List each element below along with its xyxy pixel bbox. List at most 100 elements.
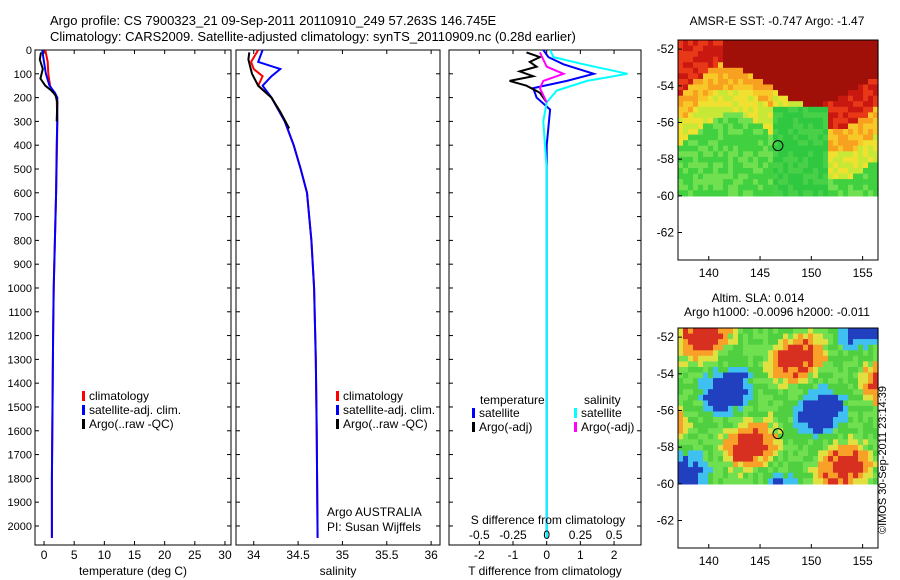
- map-cell: [778, 179, 784, 186]
- y-tick-label: 1300: [8, 354, 32, 366]
- map-cell: [773, 394, 779, 401]
- map-cell: [683, 145, 689, 152]
- map-cell: [823, 184, 829, 191]
- legend-swatch: [336, 391, 339, 401]
- map-cell: [838, 168, 844, 175]
- map-cell: [788, 378, 794, 385]
- map-cell: [693, 339, 699, 346]
- map-cell: [828, 106, 834, 113]
- map-cell: [763, 67, 769, 74]
- map-cell: [698, 328, 704, 335]
- map-cell: [873, 478, 879, 485]
- map-cell: [788, 383, 794, 390]
- map-cell: [723, 361, 729, 368]
- map-cell: [678, 162, 684, 169]
- map-cell: [833, 84, 839, 91]
- map-cell: [723, 45, 729, 52]
- map-cell: [828, 79, 834, 86]
- map-cell: [703, 190, 709, 197]
- map-cell: [723, 156, 729, 164]
- map-cell: [738, 400, 744, 407]
- map-cell: [853, 444, 859, 452]
- map-cell: [803, 179, 809, 186]
- map-cell: [718, 433, 724, 440]
- map-cell: [738, 405, 744, 413]
- map-cell: [818, 51, 824, 58]
- map-cell: [808, 389, 814, 396]
- map-cell: [873, 456, 879, 463]
- map-cell: [753, 95, 759, 102]
- map-cell: [678, 372, 684, 379]
- map-cell: [813, 417, 819, 424]
- map-cell: [718, 461, 724, 468]
- map-cell: [818, 162, 824, 169]
- map-cell: [818, 389, 824, 396]
- map-cell: [758, 179, 764, 186]
- map-cell: [678, 156, 684, 164]
- map-cell: [693, 145, 699, 152]
- map-cell: [768, 450, 774, 457]
- map-cell: [798, 456, 804, 463]
- map-cell: [778, 45, 784, 52]
- y-tick-label: 500: [14, 164, 32, 176]
- map-cell: [758, 129, 764, 136]
- map-cell: [858, 339, 864, 346]
- map-cell: [703, 389, 709, 396]
- map-cell: [823, 40, 829, 47]
- map-cell: [773, 439, 779, 446]
- map-cell: [838, 40, 844, 47]
- map-cell: [773, 62, 779, 69]
- map-cell: [773, 179, 779, 186]
- map-cell: [723, 394, 729, 401]
- map-cell: [743, 151, 749, 158]
- map-cell: [818, 422, 824, 429]
- map-cell: [683, 433, 689, 440]
- map-cell: [803, 123, 809, 130]
- map-cell: [848, 428, 854, 435]
- map-cell: [853, 350, 859, 357]
- map-cell: [723, 145, 729, 152]
- map-cell: [858, 117, 864, 125]
- map-cell: [793, 112, 799, 119]
- map-cell: [728, 461, 734, 468]
- map-cell: [703, 383, 709, 390]
- temperature-panel: 0100200300400500600700800900100011001200…: [8, 45, 232, 578]
- map-cell: [823, 95, 829, 102]
- map-cell: [823, 394, 829, 401]
- map-cell: [723, 179, 729, 186]
- map-cell: [793, 405, 799, 413]
- x-tick-label: 5: [71, 548, 78, 562]
- map-cell: [778, 79, 784, 86]
- map-cell: [728, 444, 734, 452]
- map-cell: [723, 389, 729, 396]
- map-cell: [688, 106, 694, 113]
- map-cell: [778, 450, 784, 457]
- map-cell: [743, 328, 749, 335]
- map-cell: [778, 140, 784, 147]
- map-cell: [678, 67, 684, 74]
- map-cell: [753, 405, 759, 413]
- map-cell: [853, 106, 859, 113]
- map-cell: [728, 179, 734, 186]
- map-cell: [738, 162, 744, 169]
- legend-label: Argo(..raw -QC): [343, 417, 428, 431]
- map-cell: [788, 428, 794, 435]
- map-cell: [828, 472, 834, 479]
- map-cell: [798, 372, 804, 379]
- map-cell: [798, 433, 804, 440]
- map-cell: [813, 461, 819, 468]
- map-cell: [743, 383, 749, 390]
- map-cell: [743, 179, 749, 186]
- map-cell: [873, 134, 879, 141]
- map-cell: [818, 73, 824, 80]
- map-cell: [848, 140, 854, 147]
- map-cell: [853, 190, 859, 197]
- map-cell: [703, 467, 709, 474]
- map-cell: [743, 79, 749, 86]
- map-cell: [773, 51, 779, 58]
- map-cell: [758, 145, 764, 152]
- map-cell: [768, 367, 774, 374]
- map-cell: [708, 361, 714, 368]
- map-cell: [713, 361, 719, 368]
- map-cell: [683, 450, 689, 457]
